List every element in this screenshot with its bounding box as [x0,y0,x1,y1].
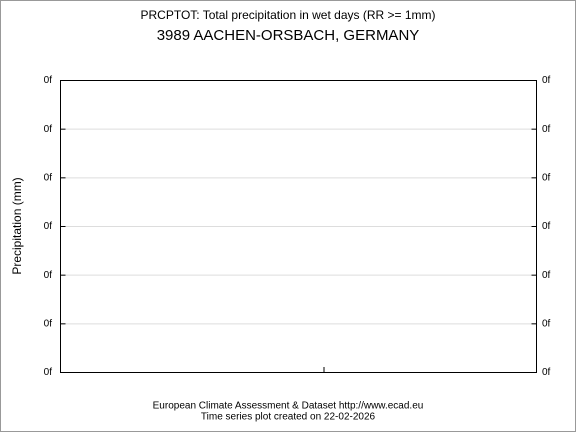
chart-title: PRCPTOT: Total precipitation in wet days… [141,8,436,22]
y-tick-label: 0f [44,270,53,281]
footer-line: European Climate Assessment & Dataset ht… [153,401,424,412]
y2-tick-label: 0f [542,172,551,183]
y-tick-label: 0f [44,124,53,135]
y2-tick-label: 0f [542,367,551,378]
y-axis-label: Precipitation (mm) [10,177,24,274]
y-tick-label: 0f [44,172,53,183]
y2-tick-label: 0f [542,75,551,86]
y2-tick-label: 0f [542,124,551,135]
y-tick-label: 0f [44,75,53,86]
y-tick-label: 0f [44,221,53,232]
y2-tick-label: 0f [542,221,551,232]
y2-tick-label: 0f [542,270,551,281]
footer-line: Time series plot created on 22-02-2026 [201,412,376,423]
y-tick-label: 0f [44,318,53,329]
chart-subtitle: 3989 AACHEN-ORSBACH, GERMANY [157,27,420,44]
y2-tick-label: 0f [542,318,551,329]
y-tick-label: 0f [44,367,53,378]
